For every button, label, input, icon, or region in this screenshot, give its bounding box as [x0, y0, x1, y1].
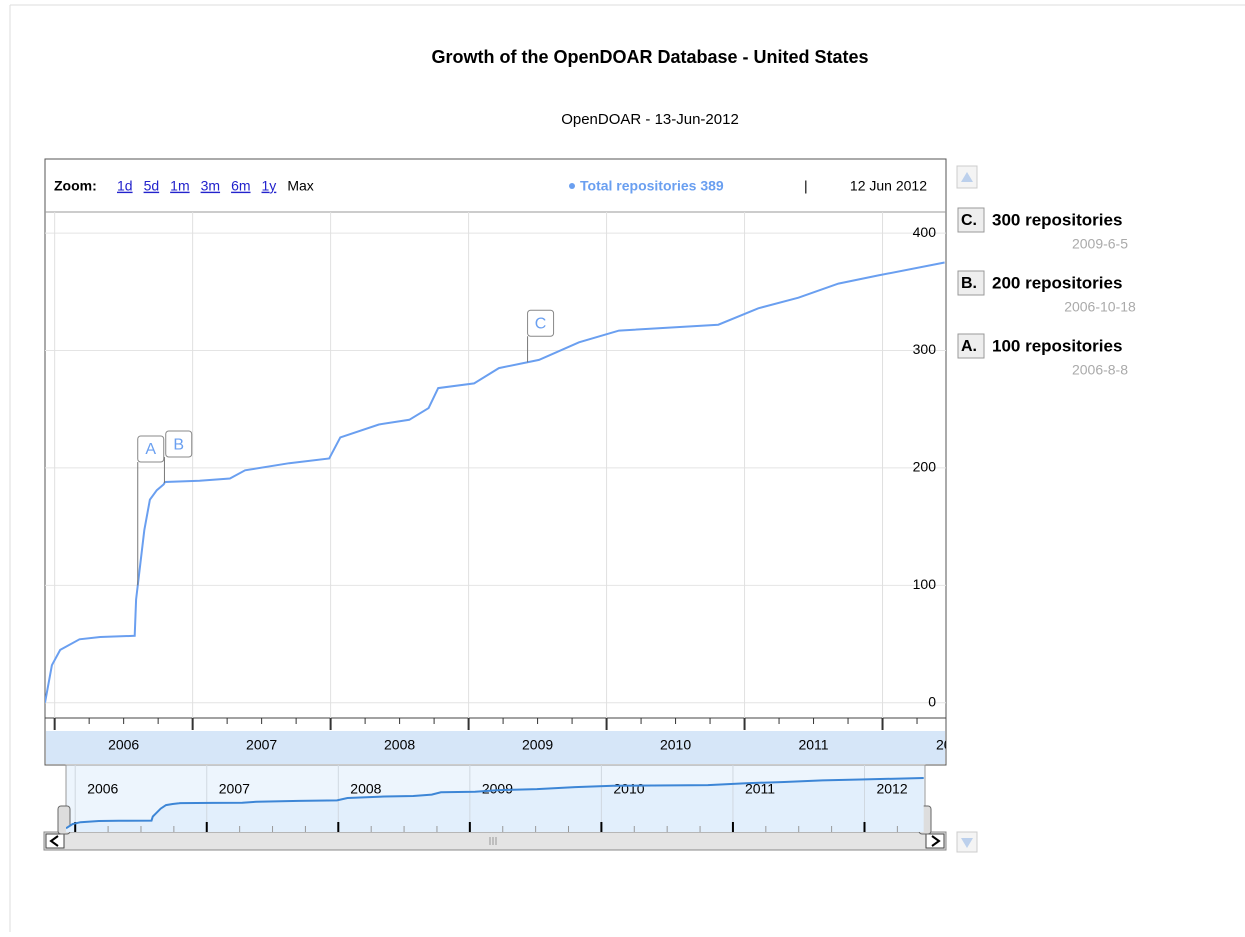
annotation-date: 2006-10-18 [1064, 299, 1136, 315]
navigator-label: 2011 [745, 781, 775, 797]
navigator-label: 2009 [482, 781, 513, 797]
chart-subtitle: OpenDOAR - 13-Jun-2012 [561, 111, 739, 128]
annotation-letter: B. [961, 275, 977, 292]
annotation-text[interactable]: 100 repositories [992, 336, 1122, 355]
x-tick-label: 2009 [522, 737, 553, 753]
annotation-flag[interactable] [137, 435, 165, 463]
zoom-bar: Zoom: 1d 5d 1m 3m 6m 1y Max [54, 178, 314, 194]
y-tick-label: 0 [928, 693, 936, 709]
navigator-line [66, 777, 924, 830]
annotation-text[interactable]: 300 repositories [992, 210, 1122, 229]
annotation-flag-label: B [173, 436, 184, 453]
y-tick-label: 300 [913, 341, 937, 357]
legend-dot [569, 183, 575, 189]
annotation-letter-box [957, 270, 985, 296]
scroll-right[interactable] [925, 833, 945, 849]
x-tick-label: 2011 [798, 737, 828, 753]
annotation-letter: C. [961, 212, 977, 229]
annotation-flag[interactable] [527, 309, 555, 337]
scroll-right-arrow [931, 835, 941, 847]
legend-date: 12 Jun 2012 [850, 178, 927, 194]
annotation-date: 2009-6-5 [1072, 236, 1128, 252]
y-tick-label: 200 [913, 459, 937, 475]
x-tick-label: 2007 [246, 737, 277, 753]
plot-frame [44, 158, 947, 766]
x-axis-band [46, 731, 945, 764]
zoom-label: Zoom: [54, 178, 97, 194]
navigator-label: 2006 [87, 781, 118, 797]
scroll-down-arrow [961, 838, 973, 848]
y-tick-label: 100 [913, 576, 937, 592]
zoom-option[interactable]: 3m [201, 178, 220, 194]
annotation-letter-box [957, 333, 985, 359]
zoom-option[interactable]: 1m [170, 178, 189, 194]
x-axis: 2006 2007 2008 2009 2010 2011 2012 [53, 212, 967, 753]
scroll-left-arrow [49, 835, 59, 847]
navigator-label: 2012 [876, 781, 907, 797]
zoom-option[interactable]: 1y [262, 178, 277, 194]
zoom-option[interactable]: 1d [117, 178, 133, 194]
annotation-flag[interactable] [165, 430, 193, 458]
annotation-letter: A. [961, 338, 977, 355]
line [45, 261, 945, 703]
annotation-flag-label: C [535, 315, 547, 332]
annotation-letter-box [957, 207, 985, 233]
zoom-option[interactable]: Max [287, 178, 313, 194]
annotation-flag-label: A [145, 441, 156, 458]
navigator-label: 2008 [350, 781, 381, 797]
scroll-grip [489, 837, 497, 845]
x-tick-label: 2010 [660, 737, 691, 753]
navigator-label: 2007 [219, 781, 250, 797]
x-tick-label: 2006 [108, 737, 139, 753]
y-tick-label: 400 [913, 224, 937, 240]
navigator-chart: 2006 2007 2008 2009 2010 2011 2012 [66, 765, 924, 832]
x-tick-label: 2012 [936, 737, 967, 753]
zoom-option[interactable]: 6m [231, 178, 250, 194]
zoom-option[interactable]: 5d [144, 178, 160, 194]
chart-title: Growth of the OpenDOAR Database - United… [431, 47, 868, 67]
scrollbar[interactable] [43, 831, 947, 851]
legend-value: Total repositories 389 [580, 178, 724, 194]
x-tick-label: 2008 [384, 737, 415, 753]
scroll-up-arrow [961, 172, 973, 182]
legend-separator: | [804, 178, 808, 194]
annotation-text[interactable]: 200 repositories [992, 273, 1122, 292]
scroll-left[interactable] [45, 833, 65, 849]
annotation-date: 2006-8-8 [1072, 362, 1128, 378]
navigator-label: 2010 [613, 781, 644, 797]
navigator-area [66, 778, 924, 832]
